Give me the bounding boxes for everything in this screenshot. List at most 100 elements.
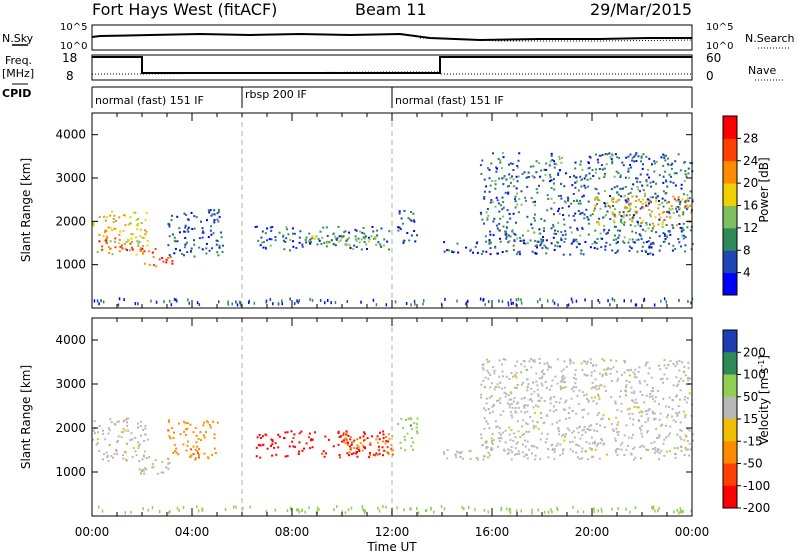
- data-cell: [628, 245, 631, 248]
- data-cell: [308, 436, 310, 439]
- data-cell: [292, 245, 295, 248]
- data-cell: [551, 510, 553, 514]
- data-cell: [649, 236, 651, 239]
- data-cell: [573, 436, 576, 439]
- data-cell: [644, 202, 647, 205]
- data-cell: [645, 413, 648, 416]
- data-cell: [629, 218, 631, 221]
- data-cell: [93, 299, 96, 303]
- data-cell: [611, 162, 614, 165]
- data-cell: [529, 357, 532, 360]
- data-cell: [286, 455, 289, 457]
- data-cell: [406, 232, 409, 234]
- data-cell: [207, 236, 210, 238]
- data-cell: [410, 418, 413, 421]
- data-cell: [483, 508, 486, 512]
- data-cell: [240, 303, 242, 307]
- data-cell: [580, 450, 583, 453]
- data-cell: [160, 471, 163, 474]
- data-cell: [551, 423, 554, 426]
- data-cell: [343, 231, 346, 234]
- data-cell: [131, 455, 134, 458]
- data-cell: [678, 215, 681, 218]
- data-cell: [310, 241, 313, 243]
- data-cell: [509, 511, 512, 515]
- data-cell: [167, 223, 170, 225]
- data-cell: [309, 447, 312, 450]
- data-cell: [416, 507, 418, 511]
- data-cell: [599, 442, 602, 445]
- data-cell: [638, 411, 641, 414]
- data-cell: [663, 297, 666, 301]
- data-cell: [658, 203, 661, 206]
- data-cell: [100, 299, 102, 303]
- data-cell: [489, 201, 492, 204]
- data-cell: [563, 200, 566, 203]
- data-cell: [139, 247, 142, 250]
- data-cell: [512, 232, 515, 235]
- data-cell: [168, 419, 171, 422]
- data-cell: [623, 195, 625, 198]
- data-cell: [387, 433, 390, 436]
- data-cell: [667, 414, 669, 416]
- data-cell: [400, 217, 403, 220]
- data-cell: [213, 447, 216, 450]
- data-cell: [665, 154, 668, 157]
- data-cell: [674, 160, 677, 163]
- data-cell: [176, 299, 178, 303]
- data-cell: [161, 257, 164, 259]
- data-cell: [125, 240, 128, 243]
- data-cell: [503, 386, 506, 389]
- data-cell: [568, 416, 571, 419]
- data-cell: [641, 167, 644, 170]
- data-cell: [137, 223, 139, 225]
- data-cell: [572, 362, 575, 365]
- data-cell: [536, 191, 539, 194]
- data-cell: [188, 301, 190, 305]
- data-cell: [610, 199, 613, 202]
- data-cell: [664, 235, 667, 237]
- data-cell: [665, 215, 668, 218]
- data-cell: [520, 203, 523, 206]
- data-cell: [127, 417, 130, 420]
- data-cell: [610, 188, 613, 191]
- data-cell: [616, 454, 619, 456]
- data-cell: [510, 398, 513, 401]
- data-cell: [569, 253, 572, 256]
- data-cell: [609, 303, 611, 307]
- data-cell: [167, 420, 170, 423]
- data-cell: [536, 300, 539, 304]
- data-cell: [487, 456, 490, 459]
- data-cell: [475, 456, 478, 459]
- data-cell: [564, 408, 567, 411]
- data-cell: [557, 303, 559, 307]
- data-cell: [589, 246, 592, 249]
- data-cell: [562, 381, 565, 384]
- data-cell: [628, 381, 631, 384]
- data-cell: [550, 179, 553, 182]
- data-cell: [118, 216, 121, 219]
- colorbar-tick-label: 20: [743, 176, 758, 190]
- data-cell: [653, 400, 656, 403]
- data-cell: [573, 239, 576, 242]
- data-cell: [144, 433, 147, 436]
- data-cell: [520, 239, 523, 242]
- data-cell: [676, 362, 679, 365]
- data-cell: [461, 505, 463, 509]
- data-cell: [508, 163, 510, 166]
- data-cell: [327, 438, 330, 441]
- data-cell: [630, 299, 632, 303]
- data-cell: [574, 382, 577, 385]
- data-cell: [650, 210, 653, 213]
- data-cell: [556, 421, 559, 424]
- colorbar-swatch: [723, 463, 737, 487]
- data-cell: [264, 232, 267, 235]
- data-cell: [484, 409, 487, 412]
- data-cell: [516, 165, 519, 167]
- data-cell: [508, 403, 511, 406]
- data-cell: [675, 224, 678, 227]
- data-cell: [675, 199, 678, 202]
- data-cell: [198, 303, 201, 307]
- data-cell: [183, 246, 186, 249]
